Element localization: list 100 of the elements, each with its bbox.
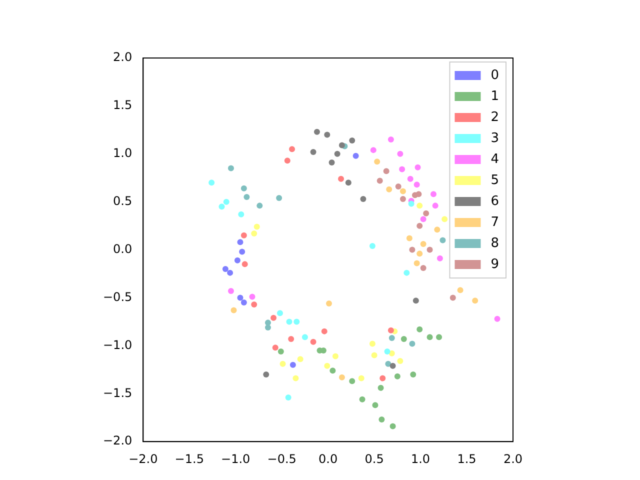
point bbox=[294, 318, 300, 325]
point bbox=[222, 266, 228, 272]
x-tick-label: −2.0 bbox=[128, 452, 158, 466]
point bbox=[383, 168, 390, 174]
point bbox=[288, 336, 294, 342]
x-tick-label: 1.0 bbox=[410, 452, 430, 466]
point bbox=[332, 353, 338, 360]
point bbox=[240, 185, 247, 192]
point bbox=[242, 261, 248, 268]
point bbox=[436, 334, 442, 340]
y-tick-label: 0.0 bbox=[113, 242, 132, 256]
point bbox=[358, 375, 364, 382]
point bbox=[420, 265, 426, 272]
point bbox=[436, 255, 443, 262]
point bbox=[208, 180, 215, 186]
point bbox=[330, 368, 336, 374]
point bbox=[302, 334, 308, 340]
point bbox=[324, 362, 330, 369]
point bbox=[426, 334, 433, 340]
point bbox=[338, 142, 345, 148]
point bbox=[432, 202, 438, 209]
point bbox=[230, 307, 237, 314]
point bbox=[416, 250, 423, 257]
y-tick-label: 1.0 bbox=[113, 146, 132, 160]
point bbox=[420, 216, 426, 222]
point bbox=[442, 216, 448, 222]
point bbox=[290, 362, 296, 368]
point bbox=[423, 210, 430, 216]
point bbox=[369, 340, 376, 347]
point bbox=[237, 239, 244, 246]
point bbox=[276, 195, 282, 202]
point bbox=[240, 232, 247, 238]
point bbox=[352, 152, 359, 159]
point bbox=[359, 396, 366, 402]
point bbox=[249, 294, 256, 300]
point bbox=[414, 182, 420, 188]
point bbox=[338, 374, 345, 380]
point bbox=[434, 226, 440, 233]
legend-label: 8 bbox=[490, 236, 500, 251]
point bbox=[457, 287, 464, 294]
point bbox=[280, 360, 286, 367]
y-tick-label: −0.5 bbox=[103, 290, 132, 304]
point bbox=[228, 165, 234, 172]
point bbox=[397, 358, 404, 364]
point bbox=[390, 423, 396, 430]
point bbox=[399, 166, 406, 172]
x-tick-label: −1.5 bbox=[174, 452, 204, 466]
point bbox=[263, 371, 270, 378]
point bbox=[408, 200, 414, 207]
point bbox=[338, 176, 344, 182]
point bbox=[244, 194, 250, 200]
legend-label: 9 bbox=[490, 256, 500, 272]
point bbox=[400, 188, 406, 194]
point bbox=[284, 158, 290, 164]
point bbox=[388, 327, 394, 334]
point bbox=[272, 344, 278, 351]
point bbox=[251, 230, 258, 236]
point bbox=[374, 158, 380, 165]
point bbox=[349, 378, 356, 384]
point bbox=[286, 318, 292, 325]
point bbox=[223, 198, 230, 205]
point bbox=[238, 211, 244, 218]
y-tick-label: −1.0 bbox=[103, 338, 132, 352]
point bbox=[409, 340, 416, 347]
point bbox=[414, 260, 420, 266]
point bbox=[237, 294, 244, 301]
point bbox=[378, 416, 385, 423]
y-tick-label: −1.5 bbox=[103, 386, 132, 400]
point bbox=[276, 310, 283, 316]
point bbox=[420, 241, 426, 248]
point bbox=[278, 348, 284, 354]
point bbox=[397, 150, 404, 157]
legend-label: 6 bbox=[490, 194, 500, 209]
point bbox=[430, 191, 436, 198]
legend-label: 2 bbox=[490, 110, 500, 125]
legend-label: 1 bbox=[490, 88, 500, 104]
point bbox=[390, 362, 396, 369]
legend-label: 5 bbox=[490, 172, 500, 188]
point bbox=[310, 148, 316, 155]
point bbox=[410, 371, 416, 378]
point bbox=[376, 178, 383, 184]
x-tick-label: −1.0 bbox=[221, 452, 250, 466]
point bbox=[412, 192, 418, 198]
x-tick-label: 2.0 bbox=[503, 452, 523, 466]
point bbox=[385, 360, 392, 367]
point bbox=[310, 338, 316, 345]
point bbox=[388, 136, 394, 143]
legend-label: 4 bbox=[490, 152, 500, 167]
point bbox=[240, 300, 247, 306]
point bbox=[426, 246, 433, 253]
point bbox=[388, 335, 395, 342]
point bbox=[360, 196, 366, 202]
y-tick-label: 1.5 bbox=[113, 98, 132, 112]
point bbox=[416, 326, 423, 332]
point bbox=[395, 184, 402, 190]
x-tick-label: 0.5 bbox=[364, 452, 384, 466]
point bbox=[234, 257, 240, 264]
point bbox=[227, 270, 234, 276]
point bbox=[388, 350, 395, 356]
point bbox=[289, 146, 296, 152]
